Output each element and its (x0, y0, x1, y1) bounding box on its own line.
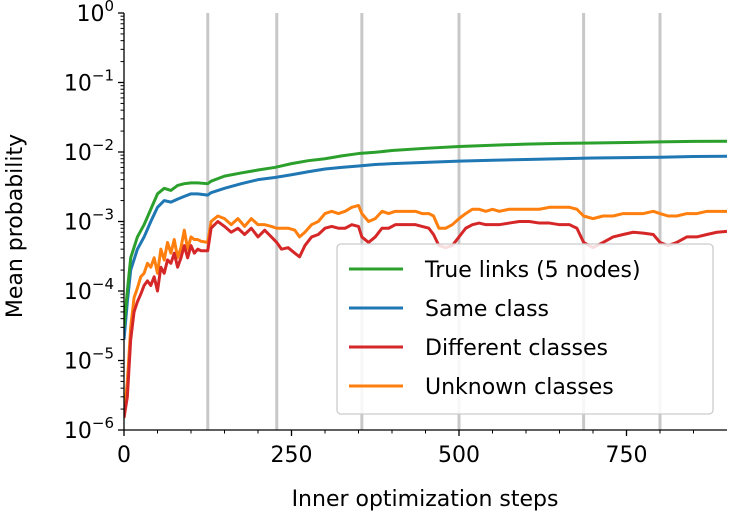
legend-label: True links (5 nodes) (424, 258, 641, 283)
y-tick-label: 10−6 (64, 414, 114, 444)
legend: True links (5 nodes) Same class Different … (336, 243, 714, 415)
legend-label: Different classes (425, 336, 608, 361)
x-tick-label: 500 (438, 443, 480, 468)
series-line (124, 139, 727, 328)
legend-label: Same class (425, 297, 549, 322)
series-line (124, 203, 727, 418)
y-tick-label: 10−4 (64, 275, 114, 305)
ticks: 0 250 500 750 10−6 10−5 10−4 10−3 10−2 10−1 100 (64, 0, 694, 468)
series-line (124, 154, 727, 340)
y-tick-label: 100 (76, 0, 114, 27)
y-axis-label: Mean probability (3, 134, 28, 318)
x-tick-label: 750 (606, 443, 648, 468)
y-tick-label: 10−5 (64, 345, 114, 375)
y-tick-label: 10−2 (64, 136, 114, 166)
legend-label: Unknown classes (425, 375, 614, 400)
x-axis-label: Inner optimization steps (292, 487, 559, 512)
x-tick-label: 250 (271, 443, 313, 468)
x-tick-label: 0 (117, 443, 131, 468)
vertical-markers (206, 13, 662, 430)
y-tick-label: 10−1 (64, 67, 114, 97)
series-line (124, 220, 727, 418)
legend-box (336, 243, 714, 415)
y-tick-label: 10−3 (64, 206, 114, 236)
series-group (124, 139, 727, 418)
